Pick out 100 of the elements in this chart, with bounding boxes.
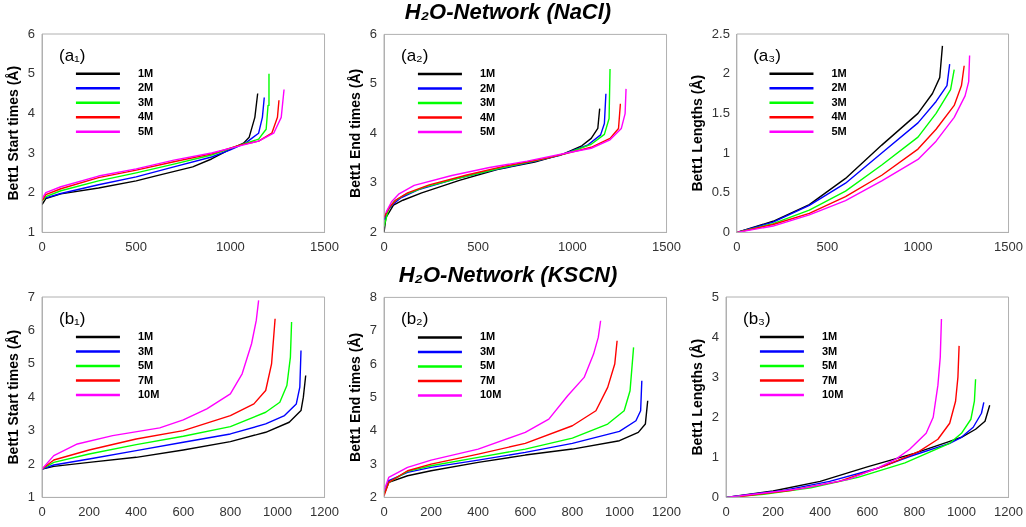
legend-label: 2M bbox=[831, 81, 847, 94]
y-tick-label: 7 bbox=[369, 322, 378, 338]
annotation: (b₂) bbox=[400, 309, 429, 329]
x-tick-label: 400 bbox=[125, 503, 148, 519]
x-tick-label: 800 bbox=[903, 503, 926, 519]
y-tick-label: 6 bbox=[27, 321, 36, 337]
y-tick-label: 5 bbox=[369, 75, 378, 91]
y-tick-label: 6 bbox=[369, 25, 378, 41]
y-tick-label: 5 bbox=[27, 65, 36, 81]
x-tick-label: 200 bbox=[762, 503, 784, 519]
x-tick-label: 200 bbox=[78, 503, 100, 519]
y-axis-title: Bett1 Start times (Å) bbox=[5, 329, 22, 465]
legend-label: 4M bbox=[831, 110, 847, 123]
x-tick-label: 800 bbox=[561, 503, 584, 519]
y-axis-title: Bett1 End times (Å) bbox=[347, 68, 364, 198]
x-tick-label: 600 bbox=[172, 503, 195, 519]
legend-label: 5M bbox=[479, 359, 496, 372]
x-tick-label: 400 bbox=[467, 503, 490, 519]
y-tick-label: 3 bbox=[27, 144, 36, 160]
legend-label: 3M bbox=[479, 96, 496, 109]
y-tick-label: 4 bbox=[27, 104, 36, 120]
y-axis-title: Bett1 Lengths (Å) bbox=[689, 74, 706, 192]
y-tick-label: 1.5 bbox=[711, 104, 730, 120]
y-tick-label: 2.5 bbox=[711, 25, 730, 41]
annotation: (b₁) bbox=[58, 308, 86, 328]
legend-label: 1M bbox=[479, 330, 496, 343]
x-tick-label: 1200 bbox=[652, 503, 681, 519]
legend-label: 2M bbox=[137, 81, 154, 94]
y-tick-label: 5 bbox=[27, 355, 36, 371]
legend-label: 1M bbox=[479, 67, 496, 80]
y-tick-label: 4 bbox=[711, 328, 720, 344]
x-tick-label: 500 bbox=[125, 238, 148, 254]
y-tick-label: 3 bbox=[27, 422, 36, 438]
y-tick-label: 8 bbox=[369, 288, 378, 304]
y-tick-label: 3 bbox=[369, 174, 378, 190]
x-tick-label: 0 bbox=[733, 238, 741, 254]
x-tick-label: 1200 bbox=[994, 503, 1023, 519]
y-tick-label: 7 bbox=[27, 288, 36, 304]
x-tick-label: 1000 bbox=[604, 503, 634, 519]
legend-label: 3M bbox=[821, 344, 838, 357]
annotation: (a₁) bbox=[58, 45, 86, 65]
legend-label: 7M bbox=[479, 373, 496, 386]
y-tick-label: 0.5 bbox=[711, 184, 730, 200]
y-axis-title: Bett1 Lengths (Å) bbox=[689, 338, 706, 456]
y-tick-label: 5 bbox=[711, 288, 720, 304]
annotation: (b₃) bbox=[742, 308, 771, 328]
legend-label: 3M bbox=[137, 344, 154, 357]
x-tick-label: 400 bbox=[809, 503, 832, 519]
legend-label: 2M bbox=[479, 81, 496, 94]
y-tick-label: 2 bbox=[27, 184, 36, 200]
x-tick-label: 1500 bbox=[652, 238, 681, 254]
x-tick-label: 500 bbox=[816, 238, 839, 254]
y-tick-label: 2 bbox=[27, 455, 36, 471]
y-tick-label: 4 bbox=[27, 388, 36, 404]
legend-label: 5M bbox=[831, 124, 847, 137]
y-tick-label: 2 bbox=[369, 488, 378, 504]
y-tick-label: 3 bbox=[711, 368, 720, 384]
y-tick-label: 2 bbox=[711, 408, 720, 424]
legend-label: 1M bbox=[831, 66, 847, 79]
legend-label: 3M bbox=[479, 344, 496, 357]
y-tick-label: 0 bbox=[722, 223, 730, 239]
legend-label: 1M bbox=[137, 330, 154, 343]
legend-label: 3M bbox=[831, 95, 847, 108]
x-tick-label: 0 bbox=[380, 238, 388, 254]
x-tick-label: 0 bbox=[380, 503, 388, 519]
y-tick-label: 2 bbox=[369, 223, 378, 239]
legend-label: 4M bbox=[479, 110, 496, 123]
y-tick-label: 2 bbox=[722, 65, 730, 81]
legend-label: 5M bbox=[479, 125, 496, 138]
y-tick-label: 6 bbox=[369, 355, 378, 371]
chart-title: H₂O-Network (KSCN) bbox=[398, 262, 618, 288]
x-tick-label: 1000 bbox=[946, 503, 976, 519]
legend-label: 1M bbox=[821, 330, 838, 343]
legend-label: 1M bbox=[137, 66, 154, 79]
x-tick-label: 1500 bbox=[994, 238, 1023, 254]
x-tick-label: 800 bbox=[219, 503, 242, 519]
x-tick-label: 1000 bbox=[557, 238, 587, 254]
legend-label: 4M bbox=[137, 110, 154, 123]
y-tick-label: 0 bbox=[711, 488, 720, 504]
y-tick-label: 1 bbox=[27, 488, 36, 504]
y-tick-label: 1 bbox=[722, 144, 730, 160]
x-tick-label: 1000 bbox=[262, 503, 292, 519]
x-tick-label: 0 bbox=[38, 503, 46, 519]
legend-label: 7M bbox=[821, 373, 838, 386]
x-tick-label: 1000 bbox=[215, 238, 245, 254]
x-tick-label: 1200 bbox=[310, 503, 339, 519]
annotation: (a₃) bbox=[753, 45, 781, 65]
y-axis-title: Bett1 Start times (Å) bbox=[5, 65, 22, 201]
x-tick-label: 600 bbox=[514, 503, 537, 519]
y-tick-label: 1 bbox=[711, 448, 720, 464]
x-tick-label: 0 bbox=[38, 238, 46, 254]
x-tick-label: 200 bbox=[420, 503, 442, 519]
x-tick-label: 600 bbox=[856, 503, 879, 519]
legend-label: 5M bbox=[821, 359, 838, 372]
legend-label: 5M bbox=[137, 124, 154, 137]
legend-label: 10M bbox=[137, 388, 160, 401]
chart-title: H₂O-Network (NaCl) bbox=[404, 0, 612, 25]
x-tick-label: 500 bbox=[467, 238, 490, 254]
y-tick-label: 5 bbox=[369, 388, 378, 404]
legend-label: 10M bbox=[821, 388, 844, 401]
